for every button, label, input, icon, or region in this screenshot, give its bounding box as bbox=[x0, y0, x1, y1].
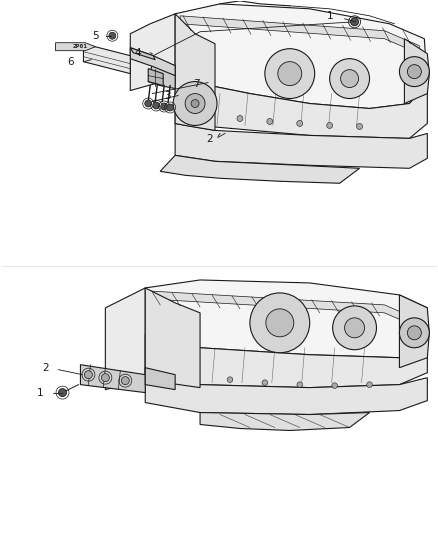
Polygon shape bbox=[145, 335, 427, 387]
Polygon shape bbox=[148, 69, 163, 86]
Text: 2P01: 2P01 bbox=[73, 44, 88, 49]
Circle shape bbox=[367, 382, 372, 387]
Circle shape bbox=[266, 309, 294, 337]
Text: 1: 1 bbox=[326, 11, 333, 21]
Polygon shape bbox=[160, 155, 360, 183]
Polygon shape bbox=[83, 44, 130, 74]
Polygon shape bbox=[130, 14, 175, 91]
Circle shape bbox=[109, 32, 116, 39]
Circle shape bbox=[237, 116, 243, 122]
Circle shape bbox=[185, 94, 205, 114]
Text: 2: 2 bbox=[42, 362, 49, 373]
Polygon shape bbox=[145, 288, 200, 387]
Polygon shape bbox=[145, 368, 175, 390]
Polygon shape bbox=[175, 78, 427, 139]
Circle shape bbox=[262, 380, 268, 385]
Circle shape bbox=[145, 100, 152, 107]
Polygon shape bbox=[175, 14, 215, 131]
Circle shape bbox=[278, 62, 302, 86]
Circle shape bbox=[357, 124, 363, 130]
Circle shape bbox=[332, 306, 377, 350]
Circle shape bbox=[399, 56, 429, 86]
Circle shape bbox=[173, 82, 217, 125]
Circle shape bbox=[399, 318, 429, 348]
Polygon shape bbox=[175, 4, 427, 109]
Polygon shape bbox=[180, 16, 419, 54]
Circle shape bbox=[191, 100, 199, 108]
Circle shape bbox=[407, 326, 421, 340]
Circle shape bbox=[350, 18, 359, 26]
Circle shape bbox=[227, 377, 233, 383]
Circle shape bbox=[267, 118, 273, 124]
Polygon shape bbox=[200, 413, 370, 431]
Polygon shape bbox=[148, 291, 414, 326]
Polygon shape bbox=[404, 39, 429, 103]
Polygon shape bbox=[148, 60, 175, 88]
Circle shape bbox=[332, 383, 337, 389]
Circle shape bbox=[121, 377, 129, 385]
Circle shape bbox=[250, 293, 310, 353]
Circle shape bbox=[345, 318, 364, 338]
Text: 7: 7 bbox=[193, 78, 199, 88]
Circle shape bbox=[327, 123, 332, 128]
Circle shape bbox=[59, 389, 67, 397]
Polygon shape bbox=[145, 280, 427, 358]
Polygon shape bbox=[145, 375, 427, 415]
Polygon shape bbox=[81, 365, 145, 393]
Text: 6: 6 bbox=[67, 56, 74, 67]
Circle shape bbox=[153, 102, 160, 109]
Polygon shape bbox=[130, 47, 175, 76]
Circle shape bbox=[341, 70, 359, 87]
Polygon shape bbox=[130, 47, 155, 60]
Text: 4: 4 bbox=[134, 47, 141, 58]
Text: 2: 2 bbox=[207, 134, 213, 144]
Text: 3: 3 bbox=[164, 91, 170, 101]
Polygon shape bbox=[399, 295, 429, 368]
Circle shape bbox=[265, 49, 314, 99]
Circle shape bbox=[297, 120, 303, 126]
Circle shape bbox=[330, 59, 370, 99]
Circle shape bbox=[161, 103, 168, 110]
Circle shape bbox=[85, 370, 92, 378]
Circle shape bbox=[101, 374, 110, 382]
Polygon shape bbox=[56, 43, 95, 51]
Circle shape bbox=[167, 104, 173, 111]
Circle shape bbox=[407, 64, 421, 78]
Polygon shape bbox=[106, 288, 145, 390]
Text: 5: 5 bbox=[92, 31, 99, 41]
Text: 1: 1 bbox=[37, 387, 44, 398]
Circle shape bbox=[297, 382, 303, 387]
Polygon shape bbox=[175, 124, 427, 168]
